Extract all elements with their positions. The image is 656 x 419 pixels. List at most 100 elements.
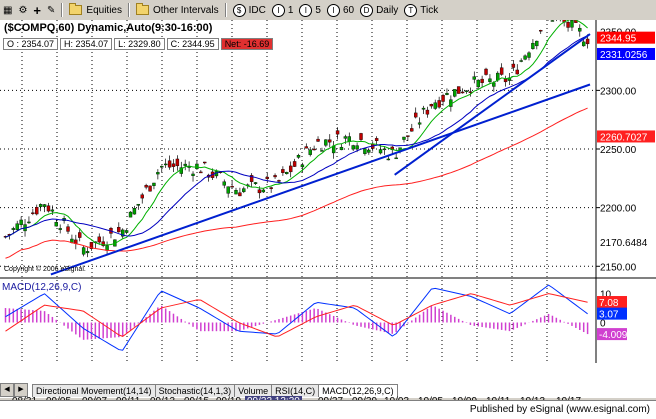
- candle-body: [484, 68, 488, 75]
- candle-body: [140, 194, 144, 199]
- candle-body: [277, 180, 281, 182]
- trendline-short: [394, 33, 591, 176]
- price-label-gray: 2170.6484: [600, 238, 648, 249]
- interval-60-button[interactable]: I 60: [324, 1, 357, 19]
- candle-body: [394, 157, 398, 160]
- price-label-red: 2260.7027: [600, 132, 648, 143]
- candle-body: [410, 128, 414, 132]
- idc-button[interactable]: $ IDC: [230, 1, 269, 19]
- candle-body: [249, 175, 254, 182]
- other-intervals-folder[interactable]: Other Intervals: [133, 1, 222, 19]
- interval-5-label: 5: [315, 4, 321, 16]
- properties-icon[interactable]: ⚙: [18, 4, 28, 16]
- open-value: O : 2354.07: [3, 38, 59, 50]
- low-value: L: 2329.80: [114, 38, 165, 50]
- add-icon[interactable]: +: [33, 2, 42, 18]
- macd-axis: 10 0 7.083.07 -4.009: [597, 290, 628, 341]
- candle-body: [523, 55, 527, 60]
- candle-body: [101, 241, 105, 246]
- ma-slow-line: [5, 107, 588, 259]
- candle-body: [42, 204, 47, 207]
- price-chart[interactable]: 2300.002250.002200.002150.002350.002344.…: [0, 20, 656, 398]
- candle-body: [222, 181, 226, 186]
- candle-body: [163, 163, 168, 166]
- draw-tool-icon[interactable]: ✎: [47, 4, 56, 16]
- macd-tick-label: 0: [600, 319, 606, 330]
- candle-body: [117, 227, 121, 233]
- equities-label: Equities: [86, 4, 122, 16]
- candle-body: [38, 204, 43, 207]
- candle-body: [85, 251, 90, 254]
- candle-body: [308, 149, 312, 155]
- toolbar-separator: [127, 3, 130, 17]
- candle-body: [54, 222, 58, 227]
- candle-body: [288, 165, 293, 173]
- candle-body: [433, 102, 437, 109]
- candle-body: [203, 161, 207, 164]
- interval-5-button[interactable]: I 5: [296, 1, 324, 19]
- chart-window[interactable]: 2300.002250.002200.002150.002350.002344.…: [0, 20, 656, 407]
- tab-macd[interactable]: MACD(12,26,9,C): [318, 384, 398, 397]
- toolbar: ▦ ⚙ + ✎ Equities Other Intervals $ IDC I…: [0, 0, 656, 21]
- candle-body: [476, 79, 480, 88]
- candle-body: [421, 107, 426, 110]
- candle-body: [328, 139, 332, 143]
- tab-scroll-left-icon[interactable]: ◀: [0, 383, 14, 397]
- candle-body: [269, 187, 273, 189]
- candle-body: [550, 20, 555, 22]
- tab-scroll-right-icon[interactable]: ▶: [14, 383, 28, 397]
- macd-signal-line: [5, 293, 588, 337]
- candle-body: [226, 186, 230, 194]
- other-intervals-label: Other Intervals: [152, 4, 219, 16]
- grid: [0, 20, 596, 363]
- candle-body: [234, 189, 238, 195]
- candle-body: [382, 148, 387, 151]
- candle-body: [511, 63, 516, 68]
- interval-1-button[interactable]: I 1: [269, 1, 297, 19]
- macd-value-blue: 3.07: [599, 310, 619, 321]
- candle-body: [445, 93, 449, 95]
- candle-body: [367, 149, 371, 153]
- candle-body: [347, 136, 351, 142]
- chart-title: ($COMPQ,60) Dynamic,Auto(9:30-16:00): [4, 22, 213, 34]
- candle-body: [343, 136, 348, 139]
- interval-daily-button[interactable]: D Daily: [357, 1, 401, 19]
- ohlc-box: O : 2354.07 H: 2354.07 L: 2329.80 C: 234…: [3, 38, 274, 50]
- candle-body: [519, 60, 523, 62]
- candle-body: [230, 186, 234, 188]
- candle-body: [152, 182, 156, 186]
- candle-body: [97, 236, 101, 243]
- candle-body: [128, 211, 133, 218]
- candle-body: [351, 145, 355, 150]
- candle-body: [374, 138, 379, 141]
- new-chart-icon[interactable]: ▦: [3, 4, 13, 16]
- candle-body: [304, 146, 309, 149]
- candle-body: [531, 42, 535, 49]
- folder-icon: [135, 3, 149, 15]
- close-value: C: 2344.95: [166, 38, 219, 50]
- candle-body: [359, 133, 363, 140]
- candle-body: [238, 192, 242, 197]
- candle-body: [320, 150, 324, 152]
- candle-body: [273, 175, 277, 178]
- candle-body: [191, 173, 195, 176]
- candle-body: [183, 163, 187, 166]
- candle-body: [414, 112, 418, 118]
- candle-body: [136, 203, 141, 206]
- candle-body: [386, 158, 391, 161]
- candle-body: [81, 247, 86, 255]
- candle-body: [468, 91, 473, 93]
- interval-icon: I: [271, 3, 285, 17]
- candle-body: [480, 78, 484, 83]
- equities-folder[interactable]: Equities: [66, 1, 125, 19]
- candle-body: [132, 208, 137, 215]
- candle-body: [492, 82, 496, 87]
- interval-tick-label: Tick: [420, 4, 439, 16]
- interval-tick-button[interactable]: T Tick: [401, 1, 441, 19]
- candle-body: [257, 189, 262, 194]
- candle-body: [148, 185, 152, 192]
- candle-body: [488, 78, 492, 82]
- interval-icon: I: [326, 3, 340, 17]
- candle-body: [281, 169, 285, 173]
- candle-body: [300, 164, 305, 168]
